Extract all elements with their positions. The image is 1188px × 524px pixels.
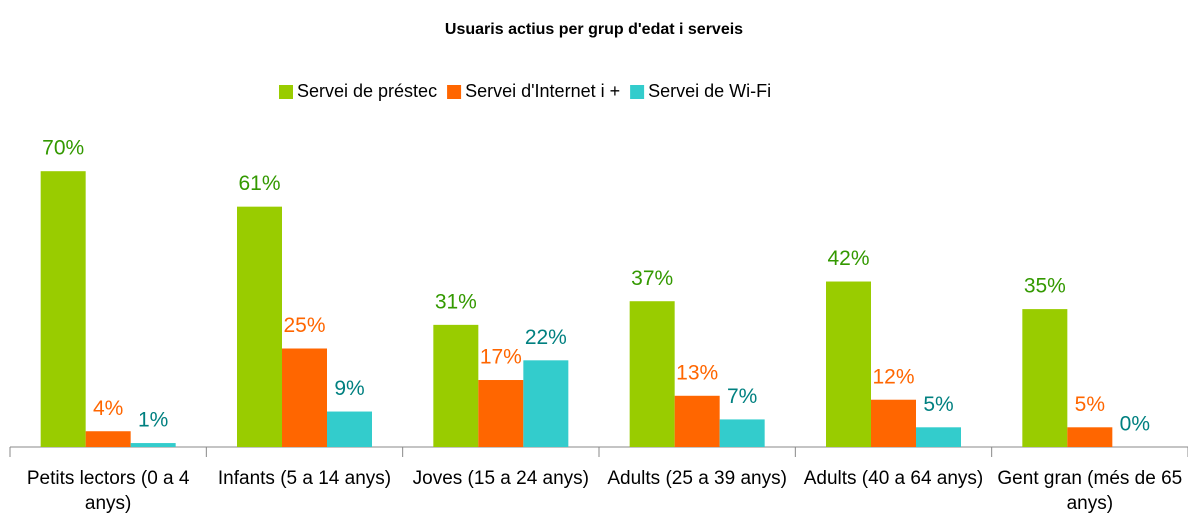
value-label: 22% [525,326,567,349]
value-label: 7% [727,385,757,408]
bar [523,360,569,447]
bar [1067,427,1113,447]
legend-swatch [279,85,293,99]
legend-label: Servei de préstec [297,81,437,101]
value-label: 61% [238,172,280,195]
bar [871,399,916,447]
x-tick-label: Gent gran (més de 65 anys) [997,468,1183,514]
value-label: 1% [138,409,168,432]
value-label: 5% [1075,393,1105,416]
bar [674,395,720,447]
x-tick-label: Adults (25 a 39 anys) [607,468,787,489]
bar [237,206,282,447]
bar [629,301,675,447]
legend-swatch [630,85,645,99]
bar [130,443,176,447]
x-tick-label: Petits lectors (0 a 4 anys) [26,468,190,514]
legend-swatch [447,85,462,99]
bar [1022,309,1068,447]
bar [916,427,961,447]
legend-label: Servei d'Internet i + [465,81,620,101]
bar [282,348,327,447]
x-tick-label: Infants (5 a 14 anys) [217,468,392,489]
bar [327,411,372,447]
bar [826,281,871,447]
value-label: 42% [827,247,869,270]
bar [433,324,479,447]
value-label: 12% [872,365,914,388]
bar [478,380,524,447]
value-label: 31% [435,290,477,313]
value-label: 17% [480,346,522,369]
value-label: 4% [93,397,123,420]
value-label: 0% [1120,413,1150,436]
chart-title: Usuaris actius per grup d'edat i serveis [445,21,743,38]
value-label: 70% [42,137,84,160]
bar [719,419,765,447]
value-label: 5% [923,393,953,416]
x-tick-label: Adults (40 a 64 anys) [803,468,984,489]
value-label: 9% [334,377,364,400]
bar [85,431,131,447]
value-label: 35% [1024,275,1066,298]
bar [40,171,86,447]
value-label: 37% [631,267,673,290]
value-label: 13% [676,361,718,384]
value-label: 25% [283,314,325,337]
legend-label: Servei de Wi-Fi [648,81,771,101]
x-tick-label: Joves (15 a 24 anys) [412,468,590,489]
